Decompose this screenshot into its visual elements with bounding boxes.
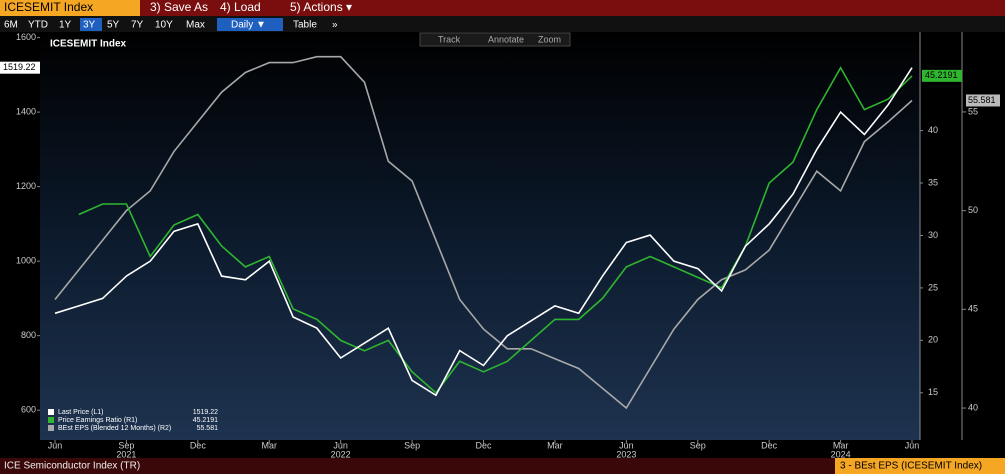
x-year-label: 2024 <box>831 449 851 459</box>
y-tick-label: 600 <box>21 405 36 415</box>
legend-swatch <box>48 425 54 431</box>
series-line <box>54 55 913 410</box>
footer-right: 3 - BEst EPS (ICESEMIT Index) <box>840 461 982 472</box>
x-tick-label: Mar <box>833 440 849 450</box>
x-tick-label: Dec <box>761 440 778 450</box>
y-tick-label: 1200 <box>16 181 36 191</box>
legend-label: Last Price (L1) <box>58 409 104 416</box>
y3-tick-label: 50 <box>968 205 978 215</box>
menu-bar <box>0 0 1005 16</box>
plot-area <box>40 32 920 440</box>
y2-tick-label: 15 <box>928 387 938 397</box>
value-tag <box>966 94 1000 107</box>
value-tag <box>0 61 40 74</box>
y3-tick-label: 55 <box>968 106 978 116</box>
x-year-label: 2023 <box>616 449 636 459</box>
x-tick-label: Mar <box>262 440 278 450</box>
footer-left: ICE Semiconductor Index (TR) <box>4 461 140 472</box>
x-tick-label: Sep <box>690 440 706 450</box>
legend-swatch <box>48 409 54 415</box>
y2-tick-label: 40 <box>928 125 938 135</box>
x-tick-label: Jun <box>48 440 63 450</box>
range-bar <box>0 16 1005 32</box>
footer-bar <box>0 458 1005 474</box>
value-tag-label: 1519.22 <box>3 62 36 72</box>
ticker-box[interactable] <box>0 0 140 16</box>
x-tick-label: Jun <box>333 440 348 450</box>
x-tick-label: Sep <box>118 440 134 450</box>
x-tick-label: Dec <box>475 440 492 450</box>
ticker: ICESEMIT Index <box>4 0 93 14</box>
value-tag-label: 55.581 <box>968 95 996 105</box>
tool-button[interactable]: Annotate <box>488 34 524 44</box>
value-tag-label: 45.2191 <box>925 70 958 80</box>
range-button[interactable]: 3Y <box>83 20 96 31</box>
more-button[interactable]: » <box>332 20 338 31</box>
series-line <box>78 66 913 394</box>
x-year-label: 2021 <box>116 449 136 459</box>
y2-tick-label: 20 <box>928 335 938 345</box>
x-year-label: 2022 <box>331 449 351 459</box>
value-tag <box>922 69 962 82</box>
x-tick-label: Jun <box>619 440 634 450</box>
menu-item[interactable]: 5) Actions ▾ <box>290 0 352 14</box>
legend-value: 1519.22 <box>193 409 218 416</box>
y2-tick-label: 30 <box>928 230 938 240</box>
menu-item[interactable]: 4) Load <box>220 0 261 14</box>
tool-button[interactable]: Track <box>438 34 461 44</box>
tool-button[interactable]: Zoom <box>538 34 561 44</box>
legend-label: Price Earnings Ratio (R1) <box>58 417 137 424</box>
menu-item[interactable]: 3) Save As <box>150 0 208 14</box>
x-tick-label: Sep <box>404 440 420 450</box>
range-button[interactable]: 7Y <box>131 20 144 31</box>
y2-tick-label: 25 <box>928 282 938 292</box>
y-tick-label: 1600 <box>16 32 36 42</box>
y-tick-label: 1400 <box>16 106 36 116</box>
x-tick-label: Dec <box>190 440 207 450</box>
range-button[interactable]: YTD <box>28 20 48 31</box>
range-button[interactable]: Max <box>186 20 205 31</box>
table-button[interactable]: Table <box>293 20 317 31</box>
tool-box <box>419 32 571 47</box>
legend-value: 45.2191 <box>193 417 218 424</box>
range-active <box>80 18 102 31</box>
frequency[interactable]: Daily ▼ <box>231 20 266 31</box>
legend-value: 55.581 <box>197 425 219 432</box>
x-tick-label: Jun <box>905 440 920 450</box>
y3-tick-label: 40 <box>968 402 978 412</box>
x-tick-label: Mar <box>547 440 563 450</box>
range-button[interactable]: 1Y <box>59 20 72 31</box>
y-tick-label: 800 <box>21 330 36 340</box>
legend-label: BEst EPS (Blended 12 Months) (R2) <box>58 425 171 432</box>
series-line <box>54 67 913 397</box>
range-button[interactable]: 6M <box>4 20 18 31</box>
legend-swatch <box>48 417 54 423</box>
y3-tick-label: 45 <box>968 304 978 314</box>
y2-tick-label: 35 <box>928 177 938 187</box>
range-button[interactable]: 5Y <box>107 20 120 31</box>
frequency-box <box>217 18 283 31</box>
chart-title: ICESEMIT Index <box>50 39 127 50</box>
range-button[interactable]: 10Y <box>155 20 173 31</box>
footer-tab[interactable] <box>835 458 1005 474</box>
y-tick-label: 1000 <box>16 256 36 266</box>
